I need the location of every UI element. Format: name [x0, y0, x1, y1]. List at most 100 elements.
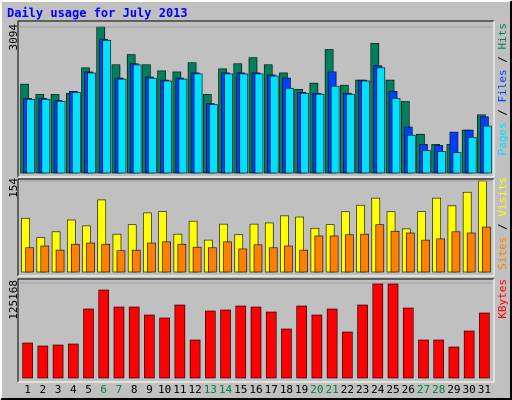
bar [421, 239, 430, 273]
bar [346, 93, 355, 174]
x-tick-label: 25 [386, 383, 399, 396]
bar [448, 346, 460, 379]
bar [87, 72, 96, 174]
bar [422, 150, 431, 174]
panel-dark [17, 278, 494, 382]
bar [483, 125, 492, 174]
x-tick-label: 13 [204, 383, 217, 396]
x-tick-label: 7 [116, 383, 123, 396]
bar [162, 241, 171, 273]
bar [405, 232, 415, 273]
x-tick-label: 15 [234, 383, 247, 396]
bar [235, 305, 247, 379]
bar [361, 80, 370, 174]
bar [67, 343, 79, 379]
bar [189, 339, 201, 379]
bar [178, 78, 188, 174]
bar [329, 235, 339, 273]
panel-light [18, 179, 495, 277]
bar [330, 85, 340, 174]
bar [131, 249, 141, 273]
bar [268, 247, 278, 273]
bar [209, 104, 218, 174]
x-tick-label: 27 [417, 383, 430, 396]
bar [254, 73, 264, 174]
bar [253, 244, 263, 273]
bar [86, 242, 95, 273]
bar [482, 226, 491, 273]
bar [224, 73, 233, 174]
legend-entry: Visits [496, 177, 509, 217]
bar [345, 234, 354, 273]
legend: KBytes [496, 279, 509, 319]
y-tick-label: 3094 [7, 24, 20, 51]
x-tick-label: 4 [70, 383, 77, 396]
bar [208, 247, 217, 273]
bar [223, 241, 232, 273]
bar [284, 245, 293, 273]
x-tick-label: 3 [55, 383, 62, 396]
x-tick-label: 23 [356, 383, 369, 396]
panel-light [18, 279, 495, 383]
bar [466, 232, 476, 273]
bar [467, 136, 477, 174]
x-tick-label: 2 [40, 383, 47, 396]
bar [479, 312, 490, 379]
panel-light [18, 21, 495, 178]
bar [406, 134, 416, 174]
x-tick-label: 30 [463, 383, 476, 396]
bar [70, 243, 80, 273]
x-tick-label: 22 [341, 383, 354, 396]
panel-dark [17, 178, 494, 276]
bar [326, 308, 338, 379]
bar [52, 344, 64, 379]
legend-entry: Hits [496, 23, 509, 50]
bar [311, 314, 323, 379]
bar [418, 339, 429, 379]
bar [177, 243, 187, 273]
bar [463, 330, 475, 379]
bar [391, 98, 401, 174]
y-tick-label: 125168 [7, 280, 20, 320]
bar [250, 306, 262, 379]
x-tick-label: 20 [310, 383, 323, 396]
x-tick-label: 31 [478, 383, 491, 396]
bar [83, 308, 94, 379]
bar [357, 304, 368, 379]
bar [372, 283, 384, 379]
x-tick-label: 1 [24, 383, 31, 396]
x-tick-label: 24 [371, 383, 385, 396]
bar [299, 249, 308, 273]
x-tick-label: 28 [432, 383, 445, 396]
bar [437, 151, 447, 174]
x-tick-label: 6 [100, 383, 107, 396]
bar [128, 306, 140, 379]
x-tick-label: 21 [326, 383, 339, 396]
x-tick-label: 11 [173, 383, 186, 396]
bar [451, 231, 461, 273]
bar [26, 99, 35, 174]
legend: Pages / Files / Hits [496, 23, 509, 156]
bar [193, 73, 203, 174]
bar [239, 73, 249, 174]
legend-separator: / [496, 103, 509, 123]
bar [148, 77, 157, 174]
x-tick-label: 29 [447, 383, 460, 396]
bar [402, 307, 414, 379]
bar [390, 230, 400, 273]
legend-entry: Pages [496, 122, 509, 155]
bar [375, 224, 385, 273]
bar [376, 67, 386, 174]
x-tick-label: 16 [249, 383, 262, 396]
x-tick-label: 12 [188, 383, 201, 396]
x-tick-label: 9 [146, 383, 153, 396]
legend-entry: Sites [496, 237, 509, 270]
legend-separator: / [496, 50, 509, 70]
x-tick-label: 5 [85, 383, 92, 396]
bar [113, 306, 125, 379]
bar [174, 304, 186, 379]
bar [163, 80, 172, 174]
x-tick-label: 8 [131, 383, 138, 396]
bar [387, 283, 399, 379]
